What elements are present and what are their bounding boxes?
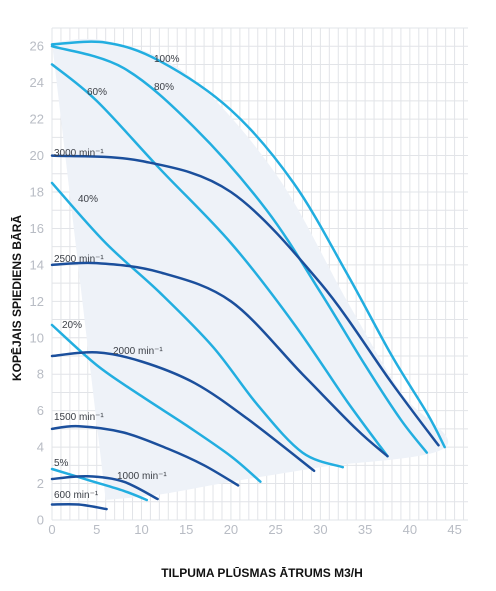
pct-curve-60	[50, 63, 389, 458]
pct-curve-80	[50, 44, 429, 454]
y-tick-label: 8	[37, 367, 44, 382]
x-tick-label: 30	[313, 522, 327, 537]
x-tick-label: 5	[93, 522, 100, 537]
x-tick-label: 15	[179, 522, 193, 537]
speed-curve-2	[50, 350, 316, 473]
pct-curve-100	[50, 40, 446, 449]
x-tick-label: 45	[447, 522, 461, 537]
speed-curve-label: 3000 min⁻¹	[54, 148, 104, 159]
speed-curve-label: 2000 min⁻¹	[113, 346, 163, 357]
operating-envelope	[52, 38, 449, 500]
x-tick-label: 10	[134, 522, 148, 537]
y-tick-label: 6	[37, 403, 44, 418]
pct-curve-label: 80%	[154, 82, 174, 93]
x-axis-title: TILPUMA PLŪSMAS ĀTRUMS M3/H	[161, 566, 363, 580]
speed-curve-label: 1500 min⁻¹	[54, 412, 104, 423]
y-tick-label: 16	[30, 221, 44, 236]
y-tick-label: 22	[30, 112, 44, 127]
y-axis-title: KOPĒJAIS SPIEDIENS BĀRĀ	[10, 215, 24, 381]
speed-curve-label: 600 min⁻¹	[54, 490, 99, 501]
speed-curve-5	[50, 502, 108, 511]
curve-labels: 100% 80% 60% 40% 20% 5% 3000 min⁻¹ 2500 min⁻¹ 20…	[54, 54, 180, 501]
y-tick-label: 0	[37, 513, 44, 528]
y-tick-label: 12	[30, 294, 44, 309]
pct-curve-label: 60%	[87, 87, 107, 98]
x-tick-label: 40	[403, 522, 417, 537]
pct-curve-label: 5%	[54, 458, 69, 469]
speed-curve-label: 1000 min⁻¹	[117, 471, 167, 482]
speed-curve-1	[50, 261, 389, 458]
speed-curve-label: 2500 min⁻¹	[54, 254, 104, 265]
x-tick-label: 25	[268, 522, 282, 537]
y-tick-label: 4	[37, 440, 44, 455]
pct-curve-label: 40%	[78, 194, 98, 205]
x-tick-label: 0	[48, 522, 55, 537]
pct-curve-20	[50, 323, 262, 483]
y-tick-label: 18	[30, 185, 44, 200]
pct-curve-5	[50, 467, 149, 502]
curve-lines	[50, 40, 446, 511]
speed-curve-3	[50, 424, 240, 487]
pct-curve-label: 20%	[62, 320, 82, 331]
y-tick-label: 26	[30, 39, 44, 54]
speed-curve-0	[50, 154, 440, 447]
y-tick-label: 2	[37, 476, 44, 491]
pct-curve-label: 100%	[154, 54, 180, 65]
y-tick-label: 14	[30, 257, 44, 272]
y-tick-label: 24	[30, 75, 44, 90]
y-tick-label: 10	[30, 330, 44, 345]
envelope-area	[52, 38, 449, 500]
speed-curve-4	[50, 475, 159, 501]
x-tick-label: 35	[358, 522, 372, 537]
y-tick-label: 20	[30, 148, 44, 163]
pct-curve-40	[50, 181, 345, 469]
x-tick-label: 20	[224, 522, 238, 537]
